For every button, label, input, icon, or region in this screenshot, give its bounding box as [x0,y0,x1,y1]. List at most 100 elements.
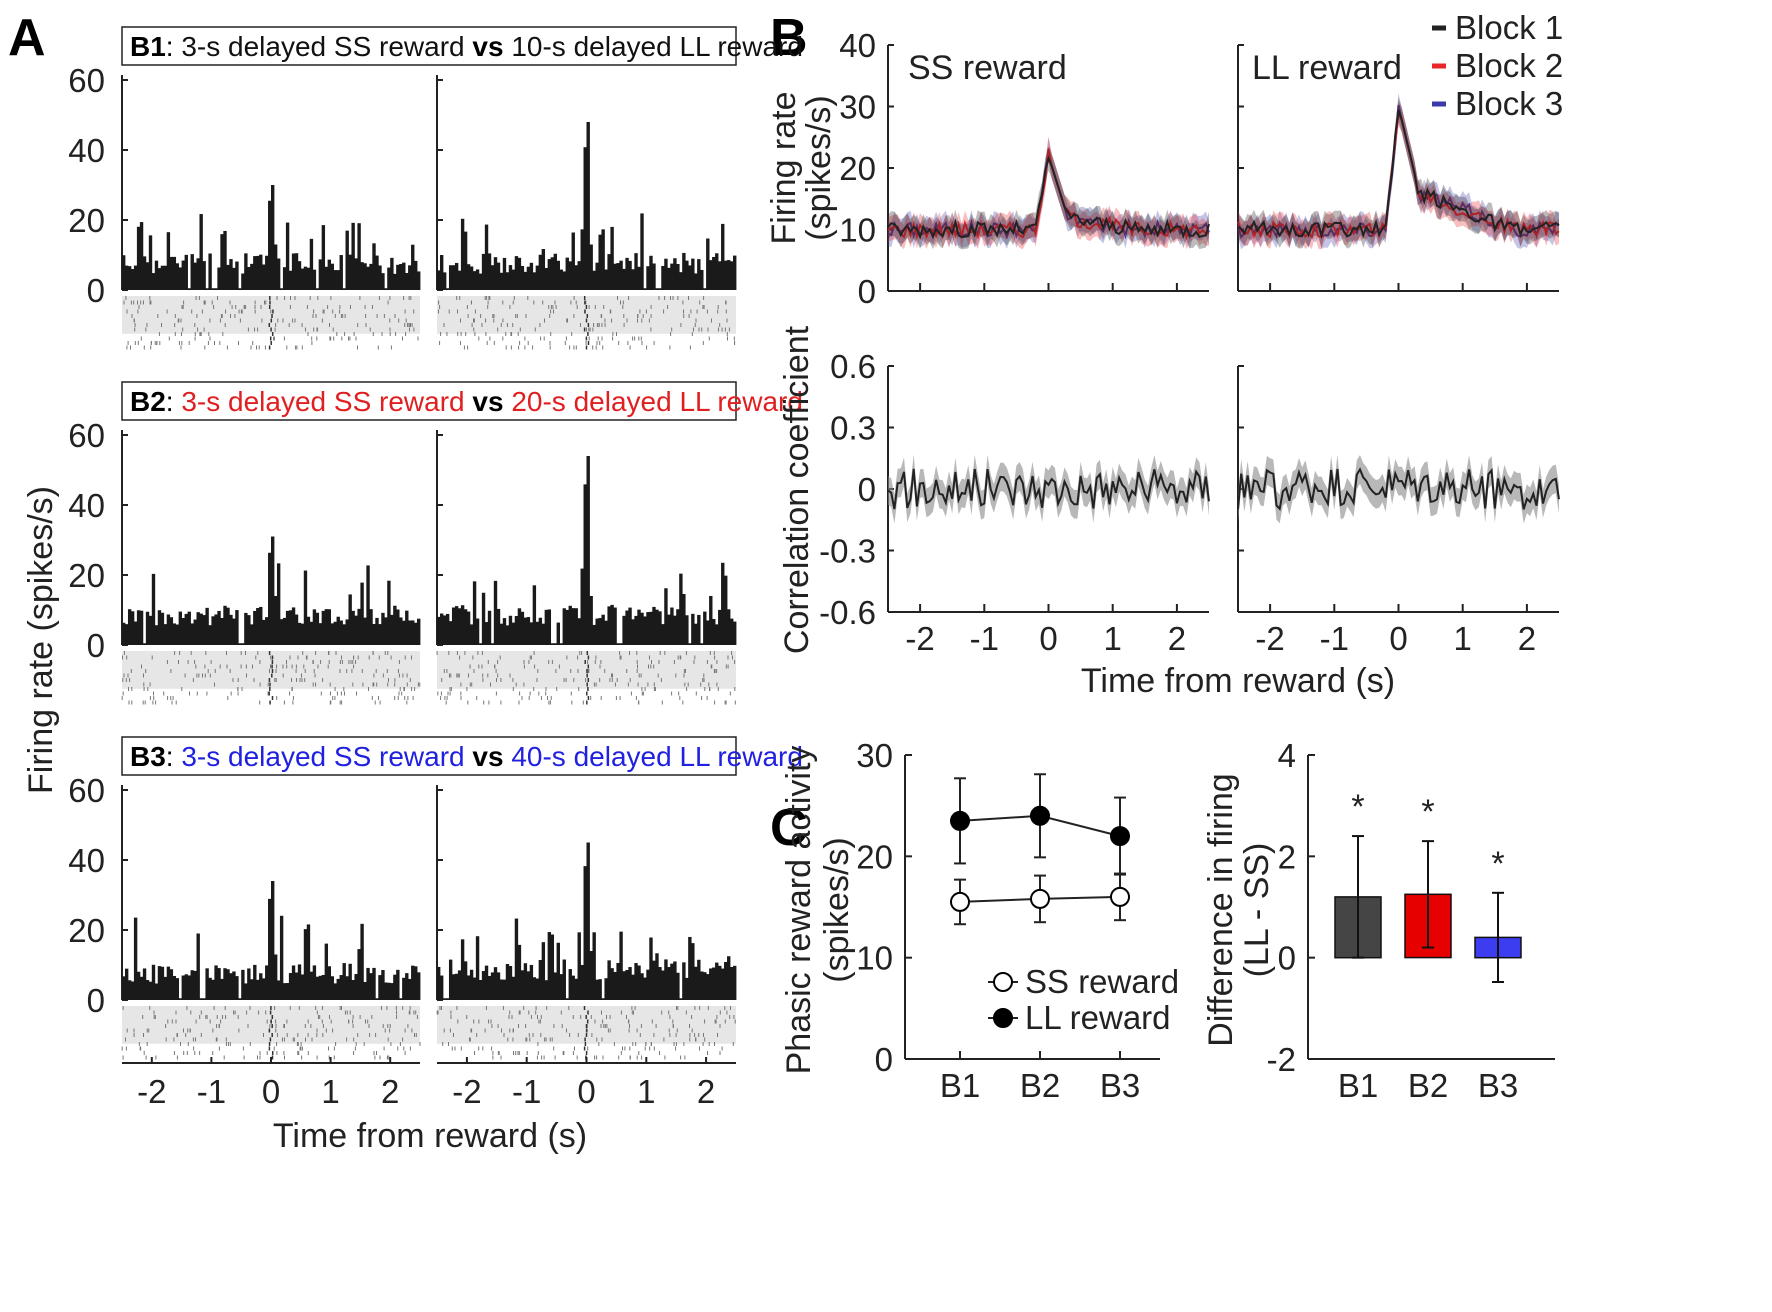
hist-bar [247,615,251,645]
hist-bar [187,288,191,290]
hist-bar [517,257,522,290]
hist-bar [411,965,415,1000]
hist-bar [454,973,459,1000]
hist-bar [661,624,665,645]
hist-bar [339,975,343,1000]
b-title-ll: LL reward [1252,49,1402,87]
b-top-ytick-label: 10 [839,212,876,249]
hist-bar [172,623,177,645]
hist-bar [616,962,620,1000]
hist-bar [610,604,614,645]
b-xtick-label: 1 [1104,620,1122,657]
hist-bar [448,959,453,1000]
hist-bar [279,915,284,1000]
hist-bar [688,643,692,645]
hist-bar [145,611,150,645]
panel-a: B1: 3-s delayed SS reward vs 10-s delaye… [22,26,803,1155]
hist-bar [481,592,486,645]
hist-bar [622,971,626,1000]
b-top-ytick-label: 20 [839,150,876,187]
hist-bar [520,970,525,1000]
hist-bar [315,288,320,290]
hist-bar [526,266,531,290]
hist-bar [226,264,230,290]
hist-bar [345,230,349,290]
header-part-4: 40-s delayed LL reward [511,741,803,772]
hist-bar [366,565,370,645]
hist-bar [229,259,233,290]
hist-bar [253,256,257,290]
hist-bar [124,624,129,645]
hist-bar [538,960,543,1000]
hist-bar [502,618,507,645]
hist-bar [442,272,447,290]
hist-bar [223,968,227,1000]
hist-bar [475,269,480,290]
a-ytick-label: 0 [87,627,105,664]
hist-bar [136,971,141,1000]
hist-bar [595,618,599,645]
hist-bar [697,259,701,290]
hist-bar [333,270,337,290]
hist-bar [235,261,239,290]
hist-bar [330,976,334,1000]
hist-bar [151,573,156,645]
hist-bar [613,263,617,290]
hist-bar [244,253,248,290]
hist-bar [199,613,203,645]
hist-bar [333,621,337,645]
b-top-y-label-2: (spikes/s) [800,95,838,240]
hist-bar [673,961,677,1000]
hist-bar [496,972,501,1000]
hist-bar [372,967,376,1000]
hist-bar [634,615,638,645]
hist-bar [157,966,162,1000]
c-marker-ss [1030,888,1050,909]
hist-bar [169,256,174,290]
b-top-ytick-label: 30 [839,89,876,126]
hist-bar [184,613,188,645]
a-ytick-label: 60 [68,417,105,454]
hist-bar [643,977,647,1000]
hist-bar [670,263,674,290]
hist-bar [625,610,629,645]
hist-bar [556,260,560,290]
hist-bar [253,964,257,1000]
sem-band-block-1 [1238,97,1559,249]
b-bot-ytick-label: 0 [858,471,876,508]
hist-bar [390,983,394,1000]
b-bot-y-label: Correlation coefficient [778,325,816,654]
b-corr-plot-ll [1237,365,1560,613]
b-xtick-label: 0 [1389,620,1407,657]
hist-bar [460,218,465,290]
hist-bar [220,234,224,290]
hist-bar [451,607,456,645]
histogram-B1-ss [121,75,421,291]
b-top-y-label-1: Firing rate [765,91,803,244]
hist-bar [652,606,656,645]
hist-bar [220,617,224,645]
hist-bar [571,232,575,290]
hist-bar [297,261,302,290]
corr-sem-band [888,454,1209,524]
hist-bar [411,620,415,645]
hist-bar [402,977,406,1000]
hist-bar [142,968,147,1000]
hist-bar [487,610,492,645]
hist-bar [685,977,689,1000]
c-right-y-label-1: Difference in firing [1202,773,1240,1046]
hist-bar [276,258,281,290]
hist-bar [369,263,373,290]
hist-bar [595,979,599,1000]
hist-bar [220,978,224,1000]
hist-bar [142,643,147,645]
hist-bar [727,956,731,1000]
c-line-plot: 0 10 20 30 B1 B2 B3 [856,737,1160,1104]
hist-bar [417,618,421,645]
hist-bar [414,966,418,1000]
histogram-B2-ss [121,430,421,646]
hist-bar [607,960,611,1000]
hist-bar [348,594,352,645]
hist-bar [709,595,713,645]
